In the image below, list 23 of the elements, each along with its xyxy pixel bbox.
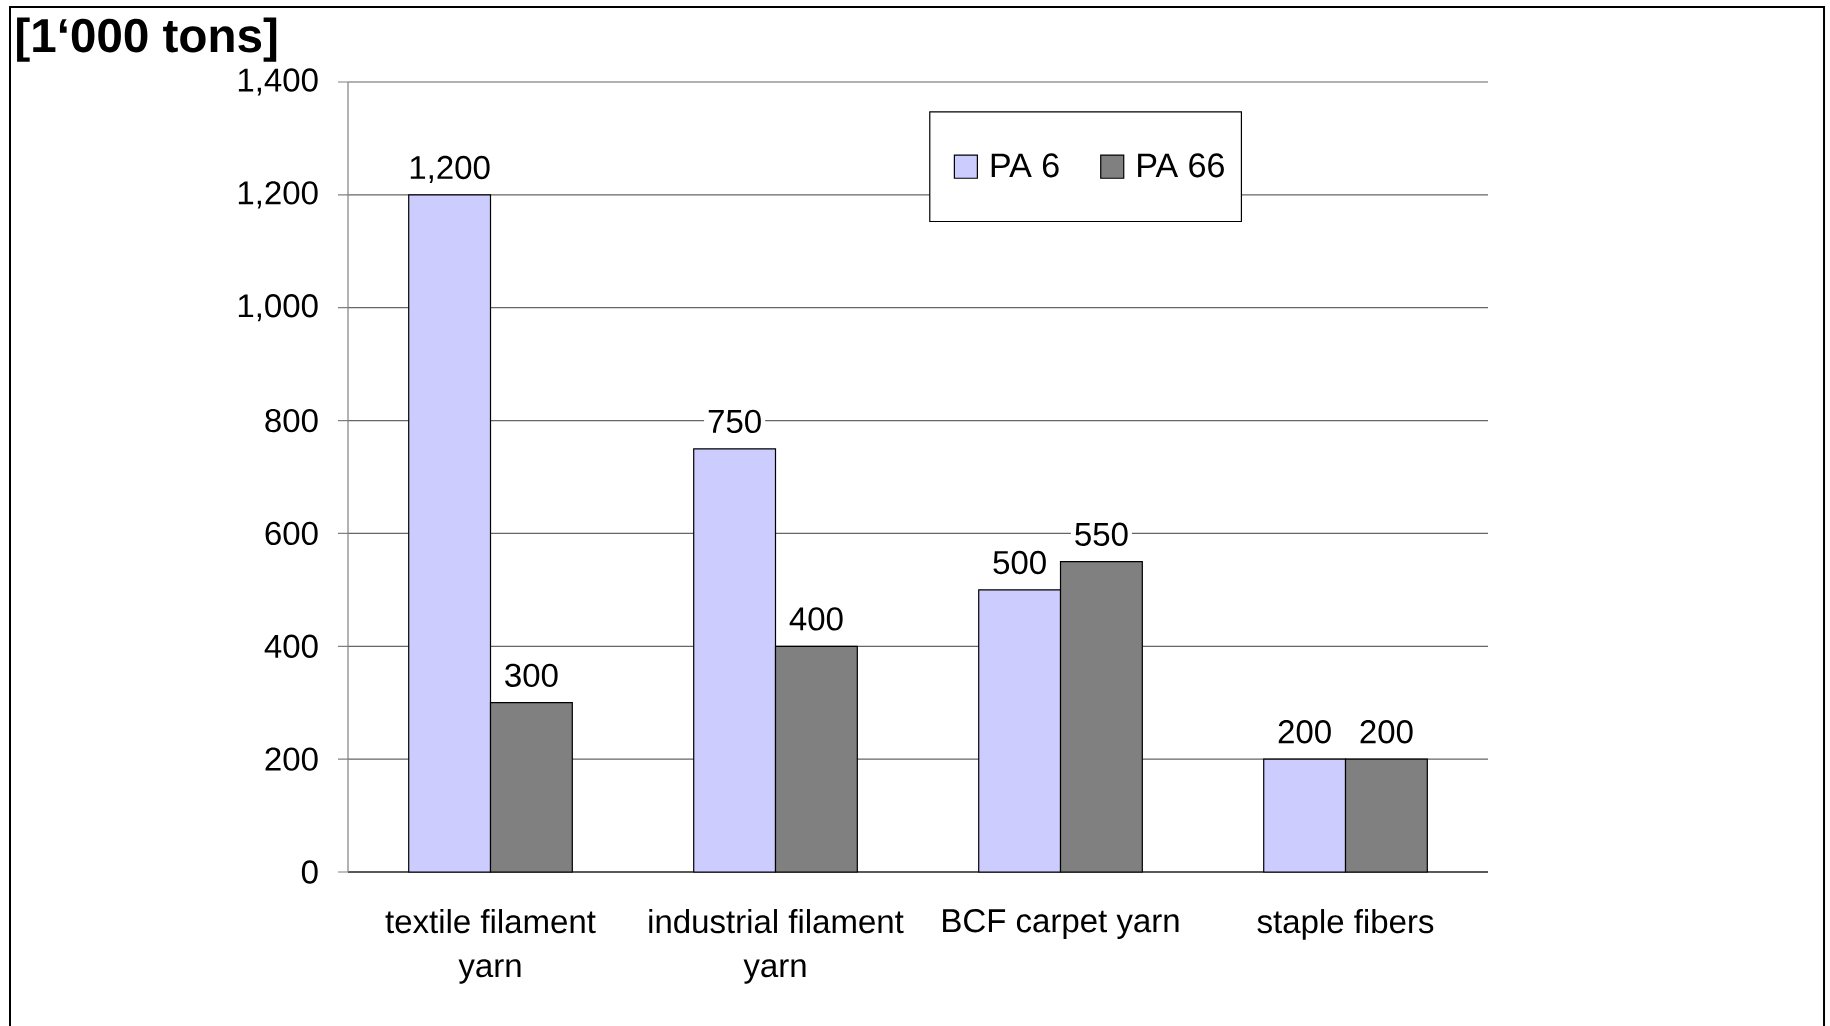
data-label: 400	[789, 607, 843, 631]
x-tick-label: industrial filament yarn	[649, 909, 904, 984]
y-tick-label: 0	[301, 860, 318, 884]
data-label: 750	[708, 409, 761, 434]
legend-label: PA 66	[1138, 153, 1224, 178]
y-tick-label: 1,400	[238, 68, 318, 96]
x-tick-label: BCF carpet yarn	[943, 909, 1179, 939]
data-label: 200	[1360, 720, 1413, 744]
y-tick-label: 1,000	[238, 294, 318, 322]
x-tick-label: staple fibers	[1257, 909, 1434, 940]
y-tick-label: 600	[265, 521, 318, 546]
y-tick-label: 400	[264, 634, 318, 658]
data-label: 1,200	[410, 155, 490, 184]
data-label: 500	[993, 550, 1046, 575]
data-label: 550	[1075, 522, 1128, 546]
data-label: 200	[1278, 720, 1331, 744]
y-tick-label: 200	[265, 747, 318, 771]
y-tick-label: 1,200	[238, 181, 318, 209]
y-tick-label: 800	[265, 408, 318, 433]
y-axis-title: [1‘000 tons]	[17, 17, 277, 62]
x-tick-label: textile filament yarn	[385, 909, 596, 984]
legend-label: PA 6	[991, 153, 1059, 178]
data-label: 300	[505, 663, 558, 688]
